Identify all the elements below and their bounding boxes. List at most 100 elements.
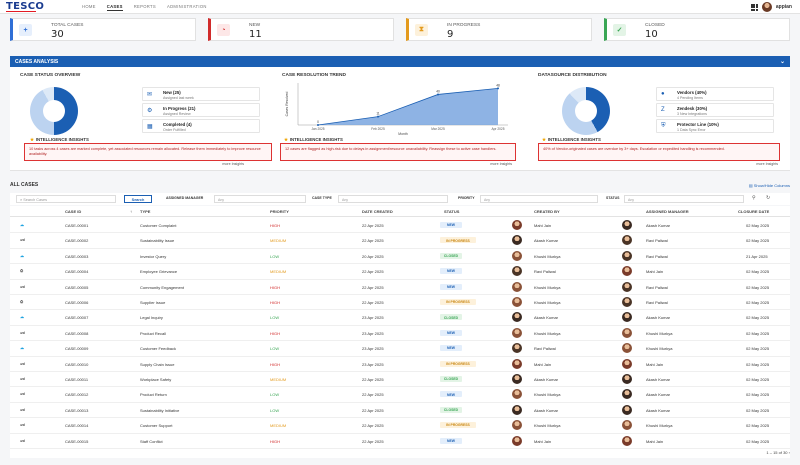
search-input[interactable]: ⌕ Search Cases [16,195,116,203]
insight-title: ★ Intelligence Insights [30,137,89,142]
more-insights-link[interactable]: more Insights [756,162,778,166]
cases-analysis-header[interactable]: Cases Analysis ⌄ [10,56,790,67]
table-row[interactable]: ⛭ CASE-00006 Supplier Issue HIGH 22 Apr 2025… [10,295,790,311]
legend-item[interactable]: ● Vendors (40%) 4 Pending Items [656,87,774,101]
case-id[interactable]: CASE-00010 [65,361,89,367]
filter-case-type-select[interactable]: Any [338,195,448,203]
salesforce-source-icon: ☁ [20,252,24,258]
table-row[interactable]: ▪zd CASE-00012 Product Return LOW 22 Apr 202… [10,387,790,403]
in-progress-cases-card[interactable]: ⧗ In Progress 9 [406,18,592,41]
case-id[interactable]: CASE-00006 [65,300,89,305]
legend-item[interactable]: ⛨ Protector Line (10%) 1 Data Sync Error [656,119,774,133]
case-type: Sustainability Issue [140,238,175,244]
table-row[interactable]: ▪zd CASE-00008 Product Recall HIGH 23 Apr 20… [10,326,790,342]
total-cases-card[interactable]: + Total Cases 30 [10,18,196,41]
app-grid-icon[interactable] [750,3,758,11]
filter-icon[interactable]: ⚲ [752,195,756,201]
table-row[interactable]: ▪zd CASE-00005 Community Engagement HIGH 22 … [10,280,790,295]
appian-brand: appian [775,4,792,10]
col-date-created[interactable]: Date Created [362,209,393,214]
col-created-by[interactable]: Created By [534,209,560,214]
case-id[interactable]: CASE-00002 [65,238,89,244]
col-case-id[interactable]: Case ID [65,209,82,214]
pagination[interactable]: 1 – 15 of 30 › [766,450,790,455]
table-row[interactable]: ▪zd CASE-00002 Sustainability Issue MEDIUM 2… [10,233,790,249]
case-id[interactable]: CASE-00004 [65,269,89,275]
show-hide-columns-link[interactable]: ▤ Show/Hide Columns [748,183,790,188]
closed-cases-card[interactable]: ✓ Closed 10 [604,18,790,41]
nav-reports[interactable]: Reports [133,4,156,9]
table-row[interactable]: ⛭ CASE-00004 Employee Grievance MEDIUM 22 Ap… [10,264,790,280]
columns-icon: ▤ [748,183,754,188]
closure-date: 02 May 2025 [746,238,770,244]
col-status[interactable]: Status [444,209,460,214]
case-id[interactable]: CASE-00007 [65,315,89,321]
legend-item[interactable]: Z Zendesk (30%) 3 New Integrations [656,103,774,117]
more-insights-link[interactable]: more Insights [490,162,512,166]
col-type[interactable]: Type [140,209,151,214]
closed-cases-label: Closed [645,23,665,28]
case-type: Customer Complaint [140,223,177,228]
created-by: Khushi Murkya [534,253,561,259]
table-row[interactable]: ▪zd CASE-00010 Supply Chain Issue HIGH 23 Ap… [10,357,790,372]
created-by: Akash Kumar [534,315,559,321]
zendesk-source-icon: ▪zd [20,423,25,428]
case-id[interactable]: CASE-00001 [65,223,89,228]
case-type: Product Recall [140,330,167,336]
avatar [512,420,522,431]
table-row[interactable]: ☁ CASE-00009 Customer Feedback LOW 23 Apr 20… [10,341,790,357]
case-id[interactable]: CASE-00014 [65,423,89,429]
nav-cases[interactable]: Cases [106,4,123,11]
col-closure-date[interactable]: Closure Date [738,209,770,214]
user-avatar[interactable] [761,2,772,12]
case-id[interactable]: CASE-00015 [65,438,89,444]
nav-home[interactable]: Home [82,4,96,9]
star-icon: ★ [284,137,288,142]
nav-administration[interactable]: Administration [166,4,207,9]
table-header: Case ID ↑ Type Priority Date Created Sta… [10,206,790,217]
nav-right: appian [750,2,792,12]
more-insights-link[interactable]: more Insights [222,162,244,166]
filter-manager-select[interactable]: Any [214,195,306,203]
legend-icon: ⛨ [661,123,666,129]
table-row[interactable]: ☁ CASE-00007 Legal Inquiry LOW 23 Apr 2025 CL… [10,310,790,326]
table-row[interactable]: ▪zd CASE-00015 Staff Conflict HIGH 22 Apr 20… [10,434,790,449]
table-row[interactable]: ▪zd CASE-00014 Customer Support MEDIUM 22 Ap… [10,418,790,434]
case-priority: HIGH [270,300,280,305]
case-id[interactable]: CASE-00009 [65,346,89,352]
search-button[interactable]: Search [124,195,152,203]
col-assigned-manager[interactable]: Assigned Manager [646,209,689,214]
star-icon: ★ [542,137,546,142]
case-id[interactable]: CASE-00012 [65,392,89,398]
sort-icon[interactable]: ↑ [130,209,132,214]
tesco-logo[interactable]: TESCO [6,1,45,12]
case-type: Workplace Safety [140,377,172,382]
table-row[interactable]: ▪zd CASE-00013 Sustainability Initiative LO… [10,403,790,419]
case-id[interactable]: CASE-00008 [65,330,89,336]
chevron-down-icon[interactable]: ⌄ [779,59,785,65]
legend-item[interactable]: ✉ New (25) Assigned last week [142,87,260,101]
data-label: 0 [317,120,319,124]
new-cases-card[interactable]: ◔ New 11 [208,18,394,41]
avatar [622,358,632,369]
filter-status-select[interactable]: Any [624,195,744,203]
case-id[interactable]: CASE-00005 [65,284,89,290]
assigned-manager: Akash Kumar [646,392,671,398]
created-by: Mahi Jain [534,361,552,367]
case-id[interactable]: CASE-00011 [65,377,89,382]
legend-item[interactable]: ⚙ In Progress (21) Assigned Review [142,103,260,117]
table-row[interactable]: ▪zd CASE-00011 Workplace Safety MEDIUM 22 Ap… [10,372,790,388]
case-id[interactable]: CASE-00013 [65,407,89,413]
case-type: Community Engagement [140,284,185,290]
table-row[interactable]: ☁ CASE-00003 Investor Query LOW 20 Apr 2025 C… [10,249,790,265]
legend-item[interactable]: ▦ Completed (4) Order Fulfilled [142,119,260,133]
case-id[interactable]: CASE-00003 [65,253,89,259]
filter-priority-select[interactable]: Any [480,195,598,203]
avatar [622,281,632,292]
col-priority[interactable]: Priority [270,209,289,214]
refresh-icon[interactable]: ↻ [766,195,771,201]
case-priority: HIGH [270,284,280,290]
table-row[interactable]: ☁ CASE-00001 Customer Complaint HIGH 22 Apr … [10,218,790,234]
insight-box: 12 cases are flagged as high-risk due to… [280,143,516,161]
vendor-source-icon: ⛭ [20,299,24,304]
